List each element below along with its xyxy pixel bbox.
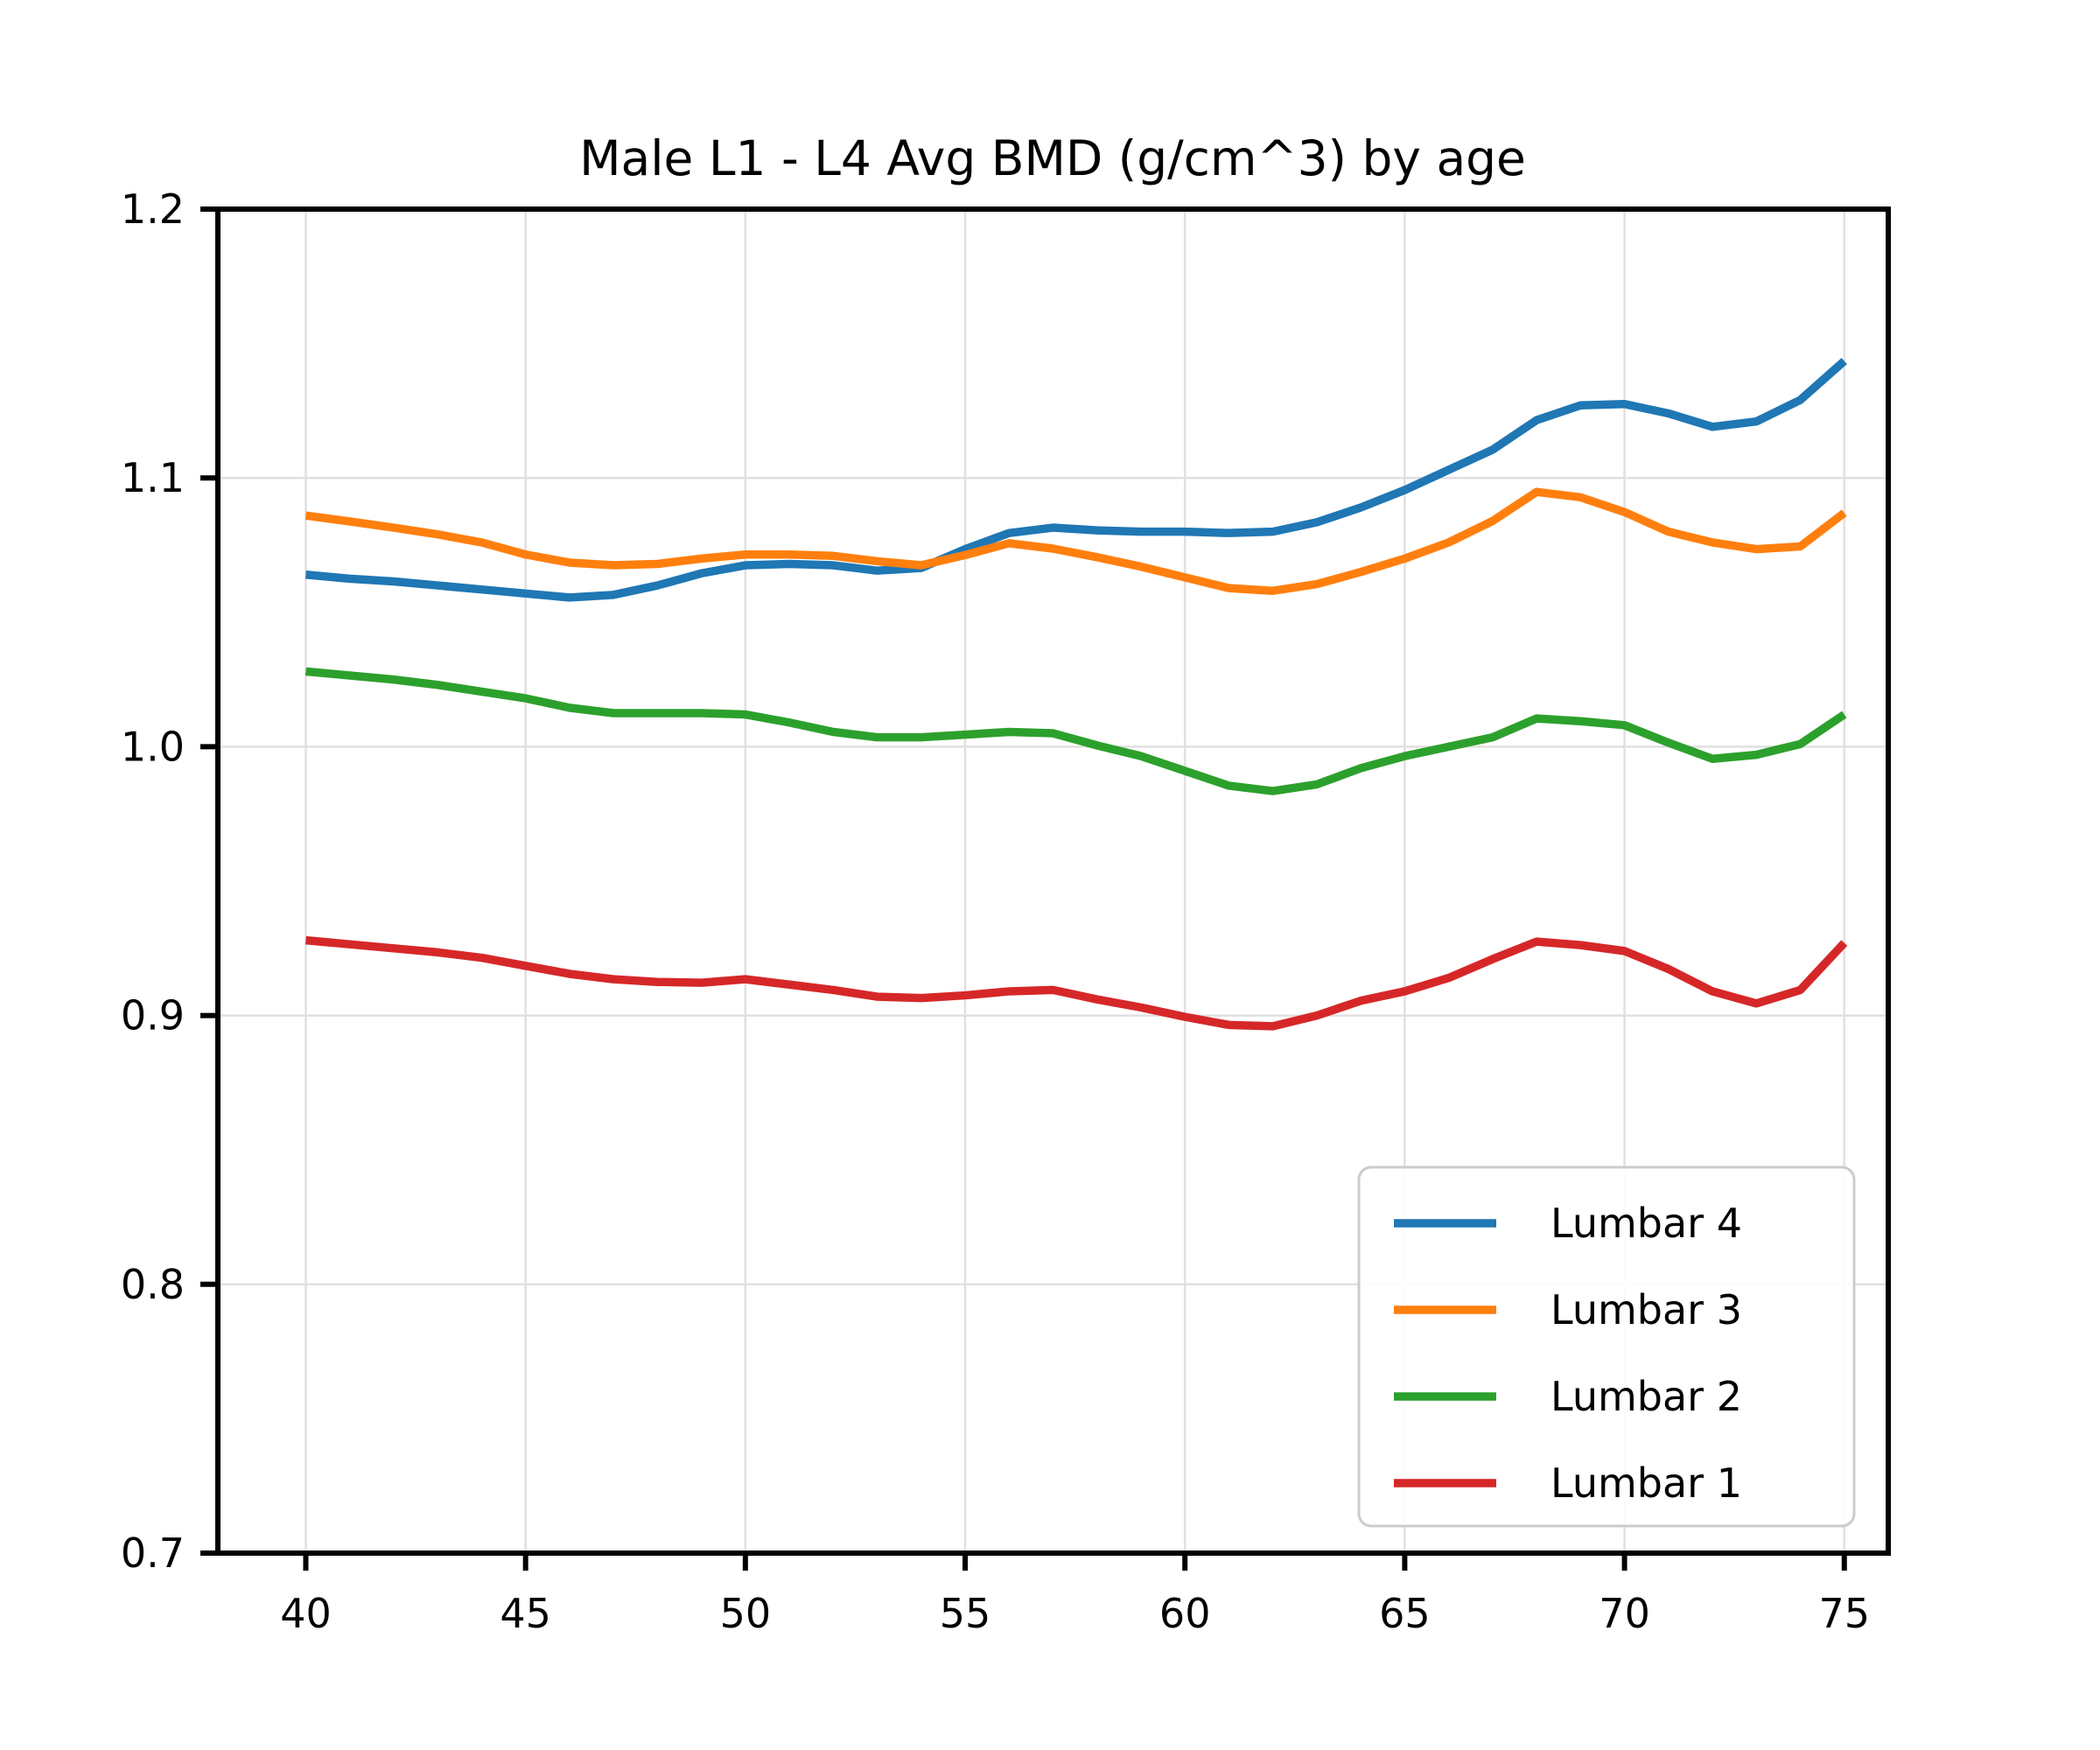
legend-label-lumbar-3: Lumbar 3 (1550, 1286, 1742, 1334)
y-tick-label: 1.1 (121, 454, 185, 501)
y-tick-label: 0.7 (121, 1530, 185, 1577)
tick-label-layer: 40 45 50 55 60 65 70 75 0.7 0.8 0.9 1.0 1.1 1.2 (121, 186, 1870, 1637)
x-tick-label: 70 (1599, 1590, 1650, 1637)
x-tick-label: 45 (500, 1590, 551, 1637)
y-tick-label: 0.9 (121, 992, 185, 1040)
x-tick-label: 55 (940, 1590, 991, 1637)
series-line-lumbar-4 (305, 358, 1847, 602)
series-layer (304, 358, 1848, 1031)
chart-title: Male L1 - L4 Avg BMD (g/cm^3) by age (579, 130, 1526, 186)
legend-label-lumbar-1: Lumbar 1 (1550, 1460, 1742, 1507)
legend-label-lumbar-2: Lumbar 2 (1550, 1373, 1742, 1420)
x-tick-label: 40 (280, 1590, 332, 1637)
y-tick-label: 0.8 (121, 1261, 185, 1308)
series-line-lumbar-2 (305, 667, 1847, 795)
legend-box (1357, 1166, 1856, 1528)
x-tick-label: 75 (1818, 1590, 1870, 1637)
series-line-lumbar-1 (305, 935, 1848, 1031)
y-tick-label: 1.0 (121, 723, 185, 770)
x-tick-label: 60 (1159, 1590, 1211, 1637)
x-tick-label: 50 (720, 1590, 772, 1637)
plot-border (215, 206, 1891, 1556)
series-line-lumbar-3 (304, 487, 1847, 595)
legend-label-lumbar-4: Lumbar 4 (1550, 1200, 1742, 1247)
axes-layer (200, 206, 1891, 1571)
y-tick-label: 1.2 (121, 186, 185, 233)
x-tick-label: 65 (1379, 1590, 1431, 1637)
legend: Lumbar 4 Lumbar 3 Lumbar 2 Lumbar 1 (1357, 1166, 1856, 1528)
